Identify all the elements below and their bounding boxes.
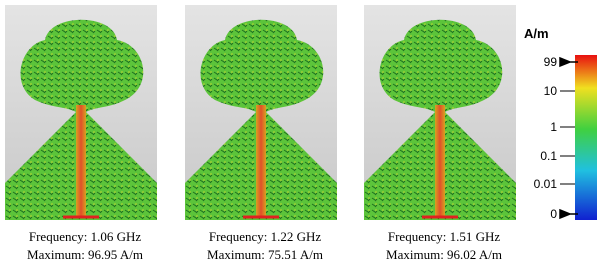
page: Frequency: 1.06 GHz Maximum: 96.95 A/m Fre…: [0, 0, 597, 265]
colorbar-tick-label: 0.1: [540, 149, 557, 163]
colorbar-tick-label: 0: [550, 207, 557, 221]
frequency-caption: Frequency: 1.22 GHz: [209, 229, 322, 244]
field-plot: [364, 5, 516, 220]
colorbar-unit: A/m: [524, 26, 549, 41]
figure: Frequency: 1.06 GHz Maximum: 96.95 A/m Fre…: [0, 0, 597, 265]
colorbar-tick-label: 0.01: [534, 177, 558, 191]
colorbar: [575, 55, 597, 220]
colorbar-ticks: 99 10 1 0.1 0.01 0: [534, 55, 578, 221]
field-plot: [185, 5, 337, 220]
frequency-caption: Frequency: 1.06 GHz: [29, 229, 142, 244]
field-plot: [5, 5, 157, 220]
frequency-caption: Frequency: 1.51 GHz: [388, 229, 501, 244]
colorbar-tick-label: 10: [544, 84, 558, 98]
maximum-caption: Maximum: 96.95 A/m: [27, 247, 143, 262]
maximum-caption: Maximum: 75.51 A/m: [207, 247, 323, 262]
colorbar-tick-label: 1: [550, 120, 557, 134]
colorbar-tick-label: 99: [544, 55, 558, 69]
maximum-caption: Maximum: 96.02 A/m: [386, 247, 502, 262]
panels: Frequency: 1.06 GHz Maximum: 96.95 A/m Fre…: [5, 5, 516, 262]
